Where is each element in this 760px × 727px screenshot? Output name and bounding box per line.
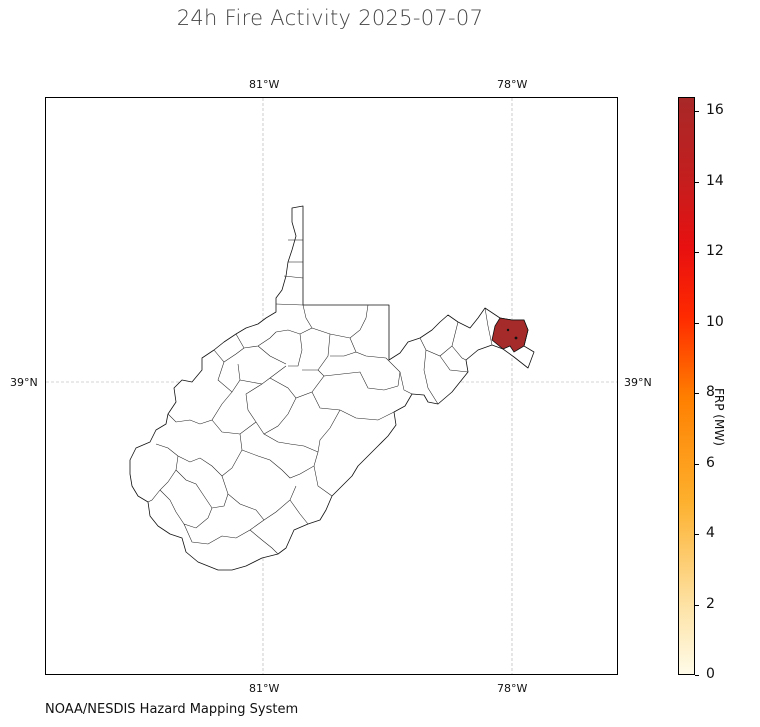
- colorbar-tick: [695, 463, 699, 465]
- lat-label-left-39n: 39°N: [10, 376, 38, 389]
- colorbar-tick: [695, 675, 699, 676]
- lat-label-right-39n: 39°N: [624, 376, 652, 389]
- lon-label-bottom-81w: 81°W: [249, 682, 280, 695]
- fire-county-highlight: [491, 317, 529, 353]
- colorbar-tick: [695, 534, 699, 536]
- colorbar-tick-label: 12: [706, 243, 724, 260]
- colorbar-tick: [695, 252, 699, 254]
- county-lines: [147, 239, 493, 555]
- colorbar-tick-label: 14: [706, 172, 724, 189]
- map-title: 24h Fire Activity 2025-07-07: [176, 6, 484, 30]
- colorbar-tick: [695, 111, 699, 113]
- colorbar-tick-label: 2: [706, 595, 715, 612]
- colorbar-tick-label: 0: [706, 666, 715, 682]
- lon-label-top-81w: 81°W: [249, 78, 280, 91]
- credit-text: NOAA/NESDIS Hazard Mapping System: [45, 702, 299, 717]
- colorbar-tick-label: 16: [706, 102, 724, 119]
- colorbar-label: FRP (MW): [712, 388, 726, 446]
- colorbar: [678, 97, 695, 675]
- colorbar-tick: [695, 322, 699, 324]
- colorbar-tick: [695, 604, 699, 606]
- fire-detection-point: [514, 336, 518, 340]
- colorbar-tick-label: 4: [706, 525, 715, 542]
- colorbar-tick-label: 6: [706, 454, 715, 471]
- colorbar-tick-label: 8: [706, 384, 715, 401]
- colorbar-tick: [695, 181, 699, 183]
- colorbar-tick: [695, 393, 699, 395]
- fire-detection-point: [506, 328, 510, 332]
- lon-label-top-78w: 78°W: [497, 78, 528, 91]
- colorbar-tick-label: 10: [706, 313, 724, 330]
- lon-label-bottom-78w: 78°W: [497, 682, 528, 695]
- state-outline: [129, 205, 535, 571]
